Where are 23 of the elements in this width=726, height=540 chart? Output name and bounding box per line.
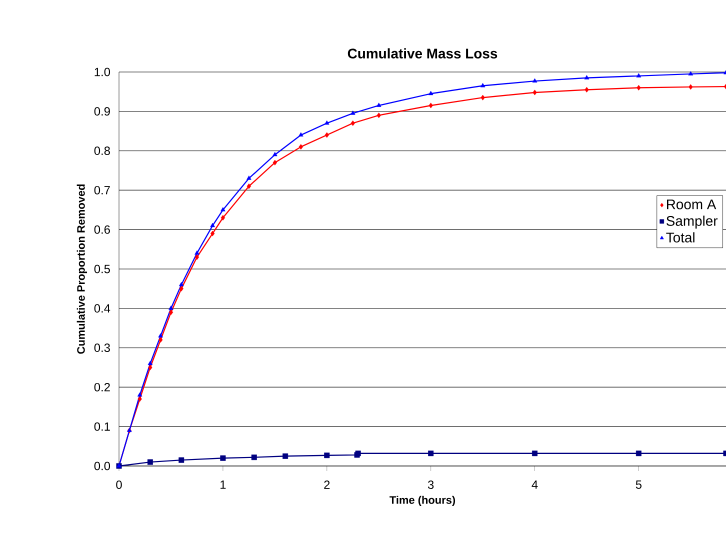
y-tick-label: 0.9 (94, 107, 110, 116)
legend-label: Room A (667, 200, 716, 210)
x-tick-label: 3 (428, 480, 434, 489)
y-tick-label: 0.7 (94, 186, 110, 194)
x-tick-label: 2 (324, 480, 330, 489)
x-axis-title: Time (hours) (390, 496, 456, 506)
y-tick-label: 0.4 (94, 304, 110, 313)
y-tick-label: 0.6 (94, 225, 110, 234)
chart-title: Cumulative Mass Loss (348, 48, 498, 58)
y-tick-label: 0.8 (94, 146, 110, 156)
y-tick-label: 0.3 (94, 344, 110, 352)
legend-label: Sampler (666, 216, 718, 229)
x-tick-label: 5 (636, 480, 642, 489)
y-tick-label: 0.1 (94, 422, 110, 431)
y-tick-label: 0.2 (94, 382, 110, 392)
x-tick-label: 4 (532, 480, 538, 489)
x-tick-label: 1 (220, 480, 226, 489)
x-tick-label: 0 (116, 480, 122, 489)
y-tick-label: 1.0 (94, 68, 110, 76)
y-tick-label: 0.5 (94, 264, 110, 274)
y-axis-title: Cumulative Proportion Removed (76, 184, 88, 354)
y-tick-label: 0.0 (94, 462, 110, 470)
legend-label: Total (666, 232, 694, 242)
